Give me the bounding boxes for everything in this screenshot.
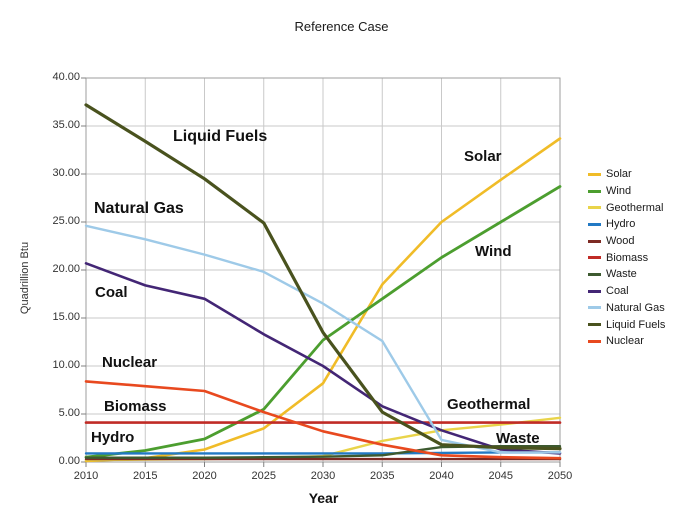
legend-color-dash <box>588 172 601 176</box>
legend-item-hydro: Hydro <box>588 216 665 233</box>
legend-color-dash <box>588 289 601 293</box>
x-tick-label: 2030 <box>310 470 336 482</box>
legend-label: Hydro <box>606 218 636 231</box>
legend-item-waste: Waste <box>588 266 665 283</box>
legend-item-wind: Wind <box>588 183 665 200</box>
annotation-solar: Solar <box>464 148 502 165</box>
legend-color-dash <box>588 222 601 226</box>
annotation-hydro: Hydro <box>91 429 135 446</box>
y-axis-title: Quadrillion Btu <box>19 241 31 315</box>
legend-label: Nuclear <box>606 335 644 348</box>
annotation-geothermal: Geothermal <box>447 396 531 413</box>
y-tick-label: 10.00 <box>52 359 80 371</box>
y-tick-label: 15.00 <box>52 311 80 323</box>
legend-label: Wind <box>606 185 632 198</box>
legend-color-dash <box>588 339 601 343</box>
y-tick-label: 30.00 <box>52 167 80 179</box>
series-line-solar <box>84 137 562 463</box>
x-tick-label: 2025 <box>251 470 276 482</box>
y-tick-label: 25.00 <box>52 215 80 227</box>
legend-color-dash <box>588 206 601 210</box>
legend-label: Solar <box>606 168 632 181</box>
series-line-hydro <box>84 451 562 455</box>
annotation-waste: Waste <box>496 430 540 447</box>
annotation-nuclear: Nuclear <box>102 354 158 371</box>
x-tick-label: 2020 <box>192 470 217 482</box>
chart-title: Reference Case <box>294 19 389 34</box>
legend: Solar Wind Geothermal Hydro Wood Biomass Waste… <box>588 166 665 350</box>
legend-item-wood: Wood <box>588 233 665 250</box>
legend-label: Biomass <box>606 251 649 264</box>
legend-label: Geothermal <box>606 201 664 214</box>
legend-color-dash <box>588 256 601 260</box>
legend-label: Coal <box>606 285 629 298</box>
legend-item-natural-gas: Natural Gas <box>588 300 665 317</box>
x-tick-label: 2050 <box>547 470 573 482</box>
annotation-coal: Coal <box>95 284 128 301</box>
legend-item-nuclear: Nuclear <box>588 333 665 350</box>
series-line-wind <box>84 185 562 459</box>
legend-item-geothermal: Geothermal <box>588 199 665 216</box>
legend-item-biomass: Biomass <box>588 249 665 266</box>
y-tick-label: 20.00 <box>52 263 80 275</box>
legend-color-dash <box>588 323 601 327</box>
y-tick-label: 35.00 <box>52 119 80 131</box>
legend-color-dash <box>588 306 601 310</box>
legend-item-liquid-fuels: Liquid Fuels <box>588 316 665 333</box>
y-tick-label: 40.00 <box>52 71 80 83</box>
annotation-wind: Wind <box>475 243 512 260</box>
legend-item-solar: Solar <box>588 166 665 183</box>
annotation-liquid-fuels: Liquid Fuels <box>173 128 268 145</box>
series-line-liquid-fuels <box>84 103 562 451</box>
x-tick-label: 2010 <box>73 470 99 482</box>
y-tick-label: 5.00 <box>58 407 80 419</box>
x-axis-title: Year <box>308 490 339 506</box>
series-line-coal <box>84 261 562 455</box>
annotation-biomass: Biomass <box>104 398 167 415</box>
series-line-nuclear <box>84 380 562 460</box>
x-tick-label: 2045 <box>488 470 513 482</box>
legend-color-dash <box>588 189 601 193</box>
x-tick-label: 2040 <box>429 470 454 482</box>
legend-label: Natural Gas <box>606 301 665 314</box>
legend-item-coal: Coal <box>588 283 665 300</box>
y-tick-label: 0.00 <box>58 455 80 467</box>
legend-color-dash <box>588 239 601 243</box>
x-tick-label: 2015 <box>133 470 158 482</box>
legend-color-dash <box>588 272 601 276</box>
legend-label: Wood <box>606 235 635 248</box>
annotation-natural-gas: Natural Gas <box>94 200 184 217</box>
x-tick-label: 2035 <box>370 470 395 482</box>
legend-label: Waste <box>606 268 637 281</box>
legend-label: Liquid Fuels <box>606 318 666 331</box>
